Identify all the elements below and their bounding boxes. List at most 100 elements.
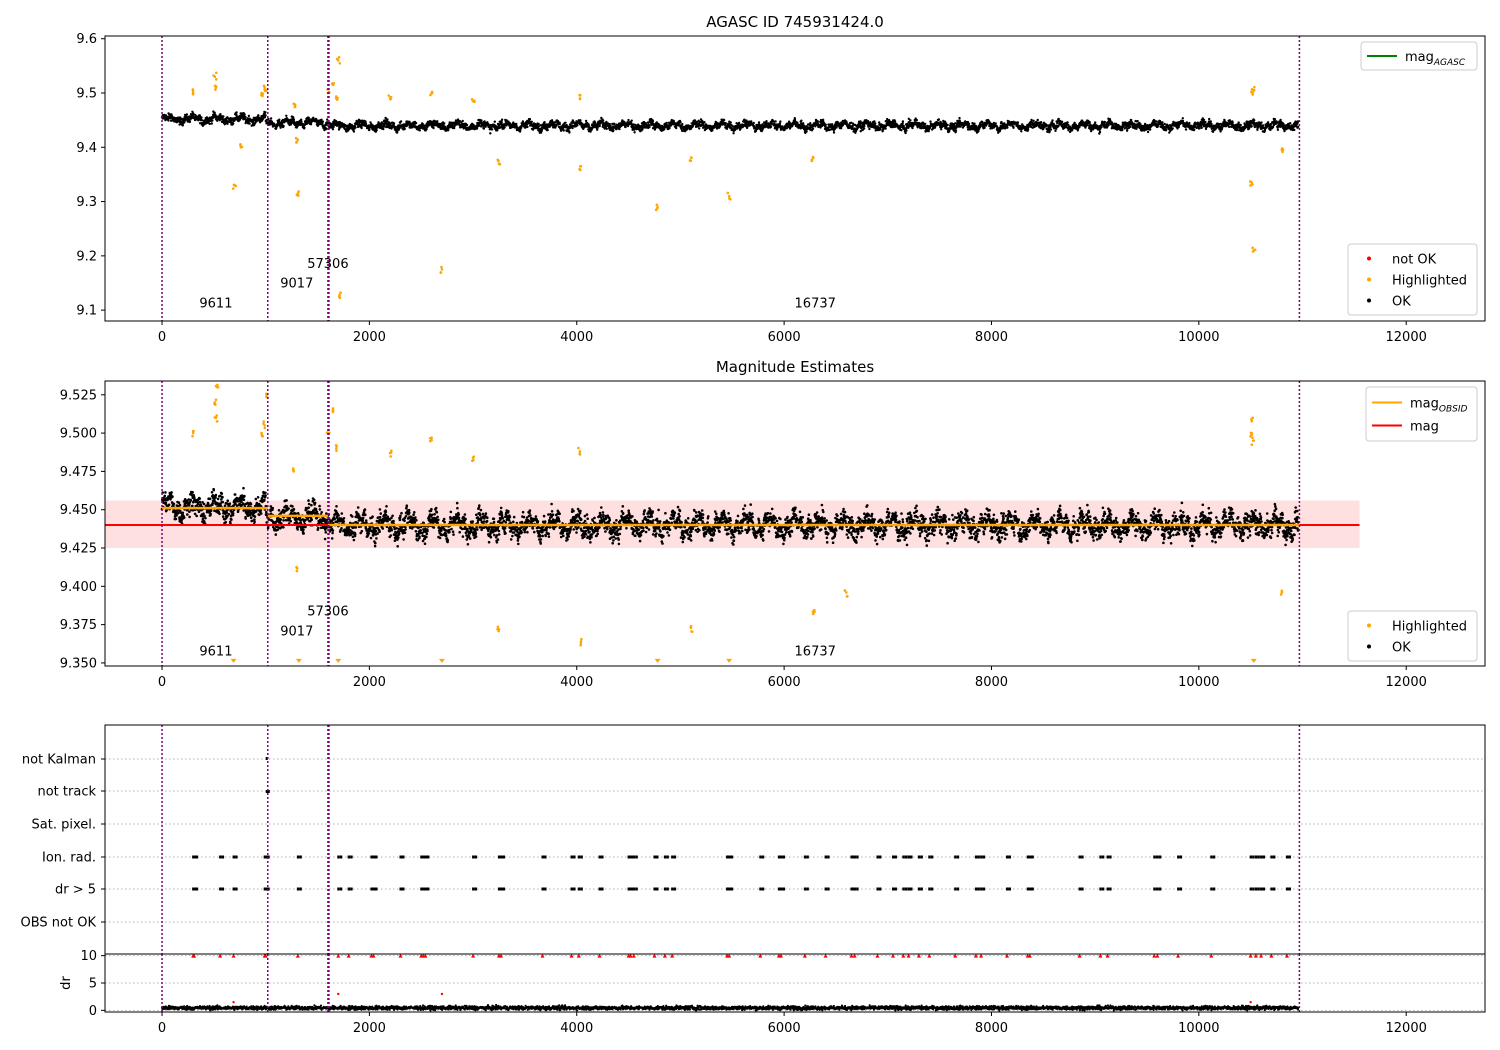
- y-tick-label: 9.450: [60, 503, 97, 518]
- ok-points: [160, 486, 1300, 548]
- flag-marker: [673, 887, 677, 891]
- highlighted-clipped-point: [230, 658, 237, 663]
- flag-marker: [420, 855, 423, 859]
- highlighted-point: [331, 408, 335, 412]
- flag-marker: [1028, 855, 1032, 859]
- highlighted-point: [1249, 184, 1252, 187]
- flag-marker: [1106, 855, 1110, 859]
- legend-label: mag: [1410, 420, 1439, 435]
- highlighted-point: [261, 92, 265, 95]
- dr-capped-marker: [628, 953, 633, 958]
- dr-outlier-point: [232, 1000, 235, 1004]
- flag-marker: [219, 887, 222, 891]
- highlighted-clipped-point: [1250, 658, 1257, 663]
- y-tick-label: 9.2: [76, 249, 97, 264]
- obsid-label: 57306: [307, 257, 348, 272]
- flag-marker: [1285, 855, 1289, 859]
- highlighted-point: [262, 422, 265, 426]
- flag-marker: [907, 887, 911, 891]
- highlighted-point: [688, 159, 692, 162]
- highlighted-point: [430, 90, 434, 94]
- flag-marker: [422, 855, 425, 859]
- dr-capped-marker: [875, 953, 880, 958]
- flag-marker: [1109, 887, 1112, 891]
- legend: Highlighted OK: [1347, 610, 1478, 662]
- flag-marker: [497, 887, 501, 891]
- highlighted-point: [579, 640, 583, 643]
- highlighted-point: [293, 103, 297, 106]
- flag-marker: [1254, 855, 1258, 859]
- flag-marker: [980, 855, 983, 859]
- highlighted-clipped-point: [654, 658, 661, 663]
- highlighted-point: [579, 165, 582, 168]
- flag-marker: [910, 887, 913, 891]
- flag-marker: [728, 887, 731, 891]
- flag-marker: [1262, 855, 1266, 859]
- highlighted-point: [191, 92, 195, 96]
- flag-marker: [296, 855, 300, 859]
- flag-marker: [541, 887, 545, 891]
- highlighted-point: [1251, 183, 1254, 186]
- highlighted-point: [430, 438, 433, 442]
- x-tick-label: 6000: [768, 330, 801, 345]
- flag-marker: [974, 855, 978, 859]
- flag-marker: [671, 887, 674, 891]
- flag-marker: [347, 887, 351, 891]
- legend-label: OK: [1392, 641, 1411, 656]
- flag-marker: [1179, 855, 1183, 859]
- flag-marker: [350, 887, 353, 891]
- x-tick-label: 4000: [560, 675, 593, 690]
- flag-marker: [632, 887, 636, 891]
- flag-marker: [853, 855, 857, 859]
- highlighted-point: [1252, 88, 1256, 92]
- flag-marker: [219, 855, 222, 859]
- x-tick-label: 2000: [353, 675, 386, 690]
- flag-marker: [629, 855, 633, 859]
- flag-marker: [629, 887, 633, 891]
- flag-marker: [1210, 855, 1213, 859]
- highlighted-point: [234, 184, 238, 188]
- flag-marker: [761, 855, 765, 859]
- flag-marker: [974, 887, 978, 891]
- dr-capped-marker: [1253, 953, 1258, 958]
- flag-marker: [401, 887, 405, 891]
- highlighted-point: [470, 98, 474, 101]
- flag-marker: [577, 855, 581, 859]
- flag-marker: [910, 855, 913, 859]
- highlighted-point: [440, 268, 444, 271]
- highlighted-point: [473, 100, 476, 104]
- obsid-label: 9017: [280, 276, 313, 291]
- flag-marker: [420, 887, 423, 891]
- flag-marker: [1249, 855, 1253, 859]
- flag-marker: [264, 887, 268, 891]
- highlighted-point: [497, 159, 500, 163]
- dr-capped-marker: [1105, 953, 1110, 958]
- panel-title-agasc-id: AGASC ID 745931424.0: [706, 13, 884, 31]
- x-tick-label: 0: [158, 330, 166, 345]
- mag-panel: AGASC ID 745931424.0 9611 9017 57306 16737 0…: [76, 13, 1486, 345]
- flag-marker: [422, 887, 425, 891]
- highlighted-point: [331, 407, 335, 410]
- highlighted-point: [191, 434, 194, 438]
- flag-marker: [1109, 855, 1112, 859]
- flag-marker: [1177, 855, 1180, 859]
- obsid-label: 9611: [199, 644, 232, 659]
- highlighted-point: [214, 78, 218, 81]
- highlighted-point: [1252, 439, 1255, 442]
- highlighted-point: [389, 95, 393, 99]
- dr-axis-label: dr: [59, 976, 74, 990]
- flag-marker: [339, 887, 343, 891]
- flag-marker: [598, 887, 602, 891]
- highlighted-point: [215, 420, 219, 423]
- highlighted-point: [729, 197, 732, 201]
- y-tick-label: 9.375: [60, 618, 97, 633]
- dr-capped-marker: [802, 953, 807, 958]
- highlighted-point: [390, 449, 393, 453]
- dr-capped-marker: [192, 953, 197, 958]
- x-tick-label: 10000: [1178, 330, 1219, 345]
- dr-capped-marker: [295, 953, 300, 958]
- flag-marker: [982, 855, 986, 859]
- flag-marker: [1260, 887, 1263, 891]
- flag-marker: [1254, 887, 1258, 891]
